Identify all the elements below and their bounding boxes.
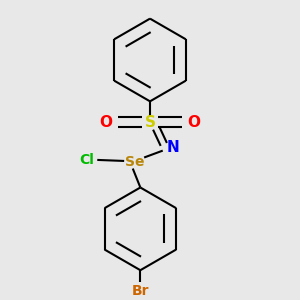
Text: S: S (145, 115, 155, 130)
Text: Br: Br (132, 284, 149, 298)
Text: Cl: Cl (79, 153, 94, 167)
Text: N: N (167, 140, 179, 155)
Text: O: O (99, 115, 112, 130)
Text: O: O (188, 115, 201, 130)
Text: Se: Se (125, 154, 144, 169)
